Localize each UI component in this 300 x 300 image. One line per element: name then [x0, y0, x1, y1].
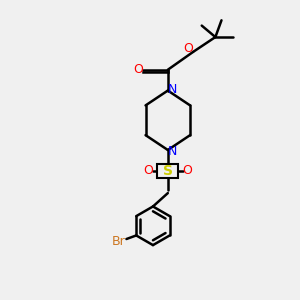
Text: O: O — [144, 164, 154, 177]
Text: O: O — [182, 164, 192, 177]
Text: O: O — [133, 63, 143, 76]
Text: S: S — [163, 164, 173, 178]
Text: N: N — [168, 145, 177, 158]
Text: N: N — [168, 82, 177, 96]
Text: Br: Br — [112, 235, 125, 248]
Bar — [158, 164, 178, 178]
Text: O: O — [184, 42, 194, 56]
